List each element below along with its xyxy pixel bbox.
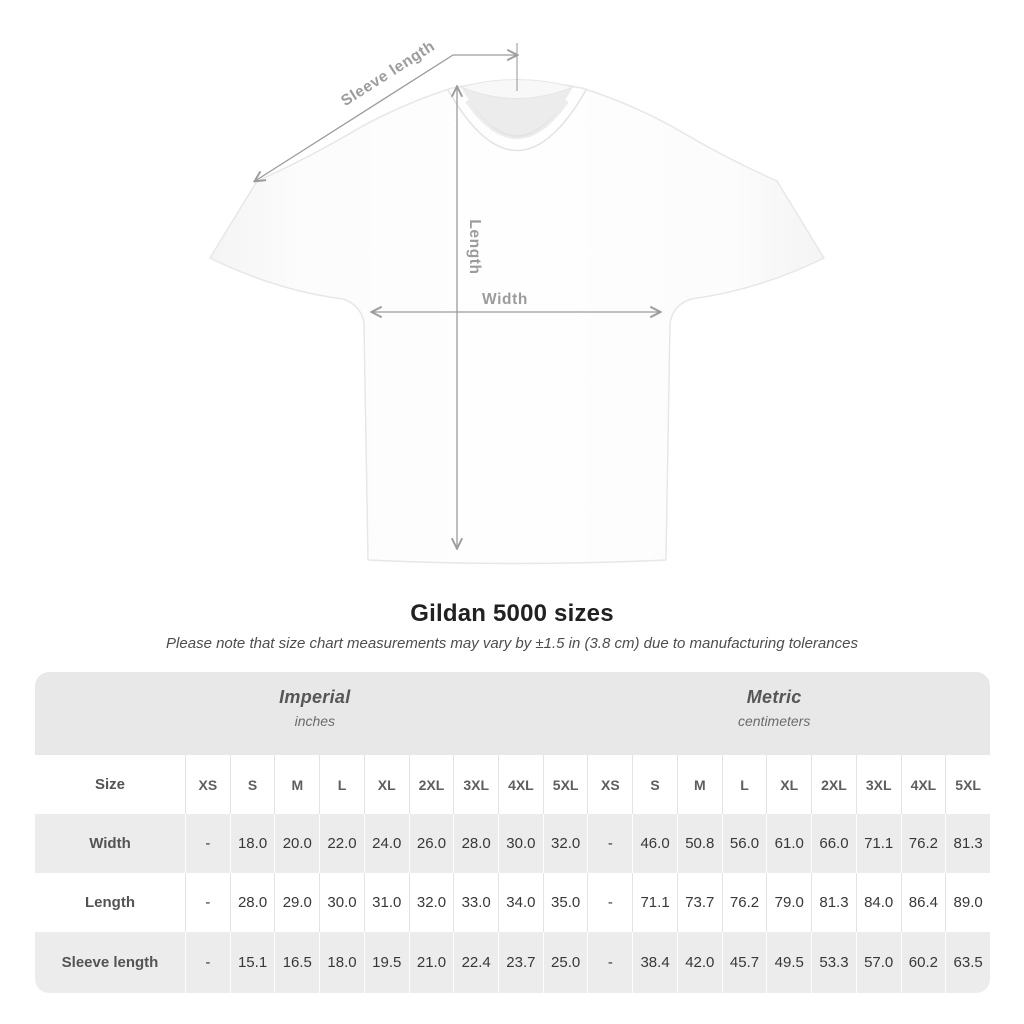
size-col-header: S: [229, 755, 275, 814]
page-title: Gildan 5000 sizes: [410, 600, 614, 627]
value-cell: 50.8: [676, 814, 722, 873]
value-cell: 16.5: [274, 932, 319, 993]
tshirt-illustration: Sleeve length Length Width: [209, 38, 825, 565]
value-cell: 79.0: [766, 873, 811, 932]
imperial-subtitle: inches: [294, 713, 336, 729]
value-cell: -: [185, 814, 230, 873]
value-cell: -: [185, 873, 230, 932]
value-cell: 24.0: [363, 814, 409, 873]
table-row: Sleeve length -15.1 16.5 18.0 19.5 21.0 22.4 23…: [35, 932, 990, 993]
tshirt-body: [209, 80, 825, 565]
value-cell: 32.0: [408, 873, 454, 932]
row-label: Length: [85, 894, 135, 911]
length-label: Length: [466, 219, 483, 274]
value-cell: 18.0: [229, 814, 275, 873]
size-col-header: M: [274, 755, 319, 814]
value-cell: 45.7: [721, 932, 767, 993]
value-cell: 81.3: [945, 814, 990, 873]
value-cell: 30.0: [498, 814, 543, 873]
value-cell: 18.0: [319, 932, 364, 993]
value-cell: 71.1: [632, 873, 677, 932]
value-cell: 86.4: [900, 873, 946, 932]
value-cell: 76.2: [900, 814, 946, 873]
size-table: Imperial inches Metric centimeters Size X…: [35, 672, 990, 993]
value-cell: 15.1: [229, 932, 275, 993]
value-cell: 25.0: [542, 932, 588, 993]
imperial-title: Imperial: [279, 687, 351, 707]
value-cell: -: [587, 873, 632, 932]
value-cell: -: [587, 932, 632, 993]
value-cell: 26.0: [408, 814, 454, 873]
value-cell: 84.0: [855, 873, 901, 932]
value-cell: 53.3: [811, 932, 856, 993]
value-cell: 49.5: [766, 932, 811, 993]
value-cell: 23.7: [498, 932, 543, 993]
value-cell: 21.0: [408, 932, 454, 993]
value-cell: 89.0: [945, 873, 990, 932]
size-row-label: Size: [94, 776, 125, 793]
value-cell: 57.0: [855, 932, 901, 993]
width-label: Width: [482, 291, 528, 308]
value-cell: 29.0: [274, 873, 319, 932]
size-col-header: M: [676, 755, 722, 814]
size-col-header: 5XL: [945, 755, 990, 814]
size-col-header: 3XL: [855, 755, 901, 814]
size-col-header: XL: [363, 755, 409, 814]
value-cell: 63.5: [945, 932, 990, 993]
value-cell: -: [587, 814, 632, 873]
table-row: Length -28.0 29.0 30.0 31.0 32.0 33.0 34.0 35.0-…: [35, 873, 990, 932]
value-cell: 73.7: [676, 873, 722, 932]
metric-header: Metric centimeters: [738, 687, 810, 729]
size-col-header: XL: [766, 755, 811, 814]
value-cell: 32.0: [542, 814, 588, 873]
size-col-header: 4XL: [498, 755, 543, 814]
value-cell: 19.5: [363, 932, 409, 993]
size-col-header: 2XL: [408, 755, 454, 814]
value-cell: 42.0: [676, 932, 722, 993]
value-cell: 56.0: [721, 814, 767, 873]
value-cell: 81.3: [811, 873, 856, 932]
value-cell: 61.0: [766, 814, 811, 873]
row-label: Sleeve length: [61, 954, 159, 971]
value-cell: 38.4: [632, 932, 677, 993]
value-cell: 71.1: [855, 814, 901, 873]
value-cell: 76.2: [721, 873, 767, 932]
value-cell: 20.0: [274, 814, 319, 873]
unit-header-band: Imperial inches Metric centimeters: [35, 672, 990, 755]
size-col-header: L: [319, 755, 364, 814]
value-cell: 46.0: [632, 814, 677, 873]
size-col-header: XS: [185, 755, 230, 814]
value-cell: 34.0: [498, 873, 543, 932]
value-cell: 28.0: [229, 873, 275, 932]
value-cell: 35.0: [542, 873, 588, 932]
tolerance-note: Please note that size chart measurements…: [166, 635, 858, 652]
value-cell: 30.0: [319, 873, 364, 932]
metric-title: Metric: [746, 687, 802, 707]
value-cell: 31.0: [363, 873, 409, 932]
table-row: Width -18.0 20.0 22.0 24.0 26.0 28.0 30.0 32.0-4…: [35, 814, 990, 873]
size-col-header: 3XL: [453, 755, 498, 814]
value-cell: 33.0: [453, 873, 498, 932]
value-cell: 66.0: [811, 814, 856, 873]
size-col-header: 5XL: [542, 755, 588, 814]
size-col-header: XS: [587, 755, 632, 814]
size-col-header: S: [632, 755, 677, 814]
metric-subtitle: centimeters: [737, 713, 811, 729]
size-col-header: 2XL: [811, 755, 856, 814]
value-cell: 28.0: [453, 814, 498, 873]
size-col-header: 4XL: [900, 755, 946, 814]
imperial-header: Imperial inches: [279, 687, 350, 729]
row-label: Width: [89, 835, 131, 852]
size-col-header: L: [721, 755, 767, 814]
value-cell: 22.4: [453, 932, 498, 993]
value-cell: 22.0: [319, 814, 364, 873]
sleeve-length-arrow: [255, 55, 517, 181]
size-header-row: Size XS S M L XL 2XL 3XL 4XL 5XL XS S M L XL 2XL 3XL 4XL 5…: [35, 755, 990, 814]
table-rows: Size XS S M L XL 2XL 3XL 4XL 5XL XS S M L XL 2XL 3XL 4XL 5…: [35, 755, 990, 993]
value-cell: 60.2: [900, 932, 946, 993]
value-cell: -: [185, 932, 230, 993]
